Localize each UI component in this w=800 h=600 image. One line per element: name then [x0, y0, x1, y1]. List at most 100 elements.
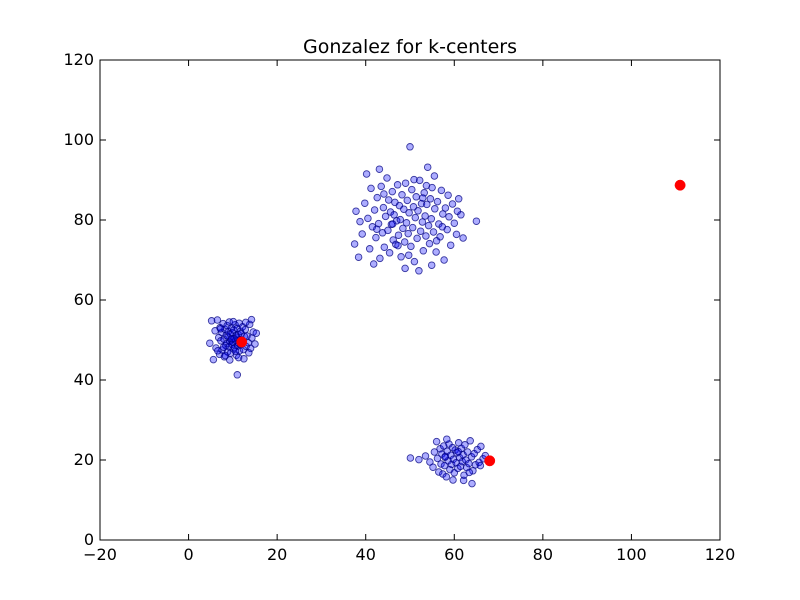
data-point — [398, 191, 406, 199]
y-tick-label: 0 — [84, 530, 94, 549]
x-tick-label: −20 — [83, 545, 117, 564]
data-point — [404, 229, 412, 238]
data-point — [214, 347, 222, 355]
data-point — [396, 215, 405, 224]
data-point — [437, 186, 446, 195]
data-point — [374, 219, 383, 228]
data-point — [388, 220, 397, 228]
data-point — [427, 261, 436, 269]
data-point — [377, 182, 385, 191]
x-tick-label: 120 — [705, 545, 736, 564]
data-point — [419, 194, 427, 202]
y-tick-label: 80 — [74, 210, 94, 229]
data-point — [438, 223, 447, 231]
data-point — [358, 230, 366, 238]
data-point — [385, 249, 394, 257]
y-tick-label: 60 — [74, 290, 94, 309]
data-point — [477, 442, 485, 451]
data-point — [408, 223, 417, 232]
data-point — [472, 217, 481, 225]
data-point — [431, 205, 439, 213]
data-point — [354, 253, 363, 261]
data-point — [364, 214, 372, 223]
x-tick-label: 80 — [533, 545, 553, 564]
data-point — [411, 213, 420, 222]
data-point — [245, 349, 253, 357]
data-point — [466, 437, 474, 445]
data-point — [415, 176, 424, 185]
data-point — [465, 468, 474, 477]
data-point — [397, 253, 405, 261]
data-point — [361, 199, 369, 207]
data-point — [448, 200, 457, 208]
data-point — [441, 453, 449, 461]
data-point — [373, 225, 381, 233]
data-point — [415, 455, 423, 464]
chart-title: Gonzalez for k-centers — [303, 36, 517, 58]
data-point — [403, 196, 412, 205]
center-point — [236, 336, 248, 348]
data-point — [365, 245, 374, 253]
data-point — [221, 351, 230, 360]
data-point — [380, 243, 389, 251]
data-point — [246, 344, 255, 353]
data-point — [452, 230, 461, 239]
data-point — [376, 254, 384, 263]
data-point — [415, 267, 423, 275]
data-point — [427, 215, 436, 223]
data-point — [418, 218, 427, 226]
data-point — [413, 234, 421, 243]
data-point — [454, 447, 463, 456]
data-point — [430, 448, 439, 456]
data-point — [388, 187, 397, 196]
data-point — [440, 256, 448, 264]
data-point — [401, 264, 409, 273]
data-point — [432, 237, 441, 245]
data-point — [350, 240, 359, 248]
data-point — [414, 207, 422, 215]
data-point — [233, 371, 242, 379]
data-point — [461, 441, 469, 449]
data-point — [247, 315, 256, 324]
data-point — [399, 224, 407, 233]
data-point — [426, 195, 435, 203]
data-point — [373, 193, 381, 202]
data-point — [375, 165, 384, 173]
data-point — [421, 452, 430, 460]
data-point — [432, 437, 441, 446]
data-point — [370, 206, 379, 214]
data-point — [384, 226, 392, 235]
data-point — [402, 219, 411, 227]
data-point — [422, 181, 431, 190]
data-point — [433, 197, 442, 206]
data-point — [384, 196, 393, 204]
data-point — [394, 231, 403, 239]
data-point — [394, 241, 402, 250]
centers-layer — [236, 179, 686, 467]
data-point — [435, 468, 443, 476]
data-point — [446, 241, 455, 249]
data-point — [423, 200, 431, 209]
data-point — [450, 219, 459, 227]
data-point — [468, 479, 476, 488]
data-point — [389, 236, 397, 244]
data-point — [393, 181, 402, 189]
data-point — [424, 221, 433, 230]
data-point — [213, 316, 222, 324]
data-point — [441, 204, 450, 212]
data-point — [362, 170, 371, 178]
data-point — [206, 339, 214, 347]
data-point — [226, 356, 234, 364]
data-point — [408, 185, 416, 194]
x-tick-label: 20 — [267, 545, 287, 564]
data-point — [433, 454, 442, 463]
data-point — [410, 257, 419, 266]
data-point — [429, 228, 438, 236]
data-point — [228, 335, 236, 343]
data-point — [465, 459, 473, 468]
data-point — [380, 190, 388, 198]
data-point — [425, 239, 434, 248]
data-point — [459, 476, 468, 485]
plot-area — [100, 60, 720, 540]
